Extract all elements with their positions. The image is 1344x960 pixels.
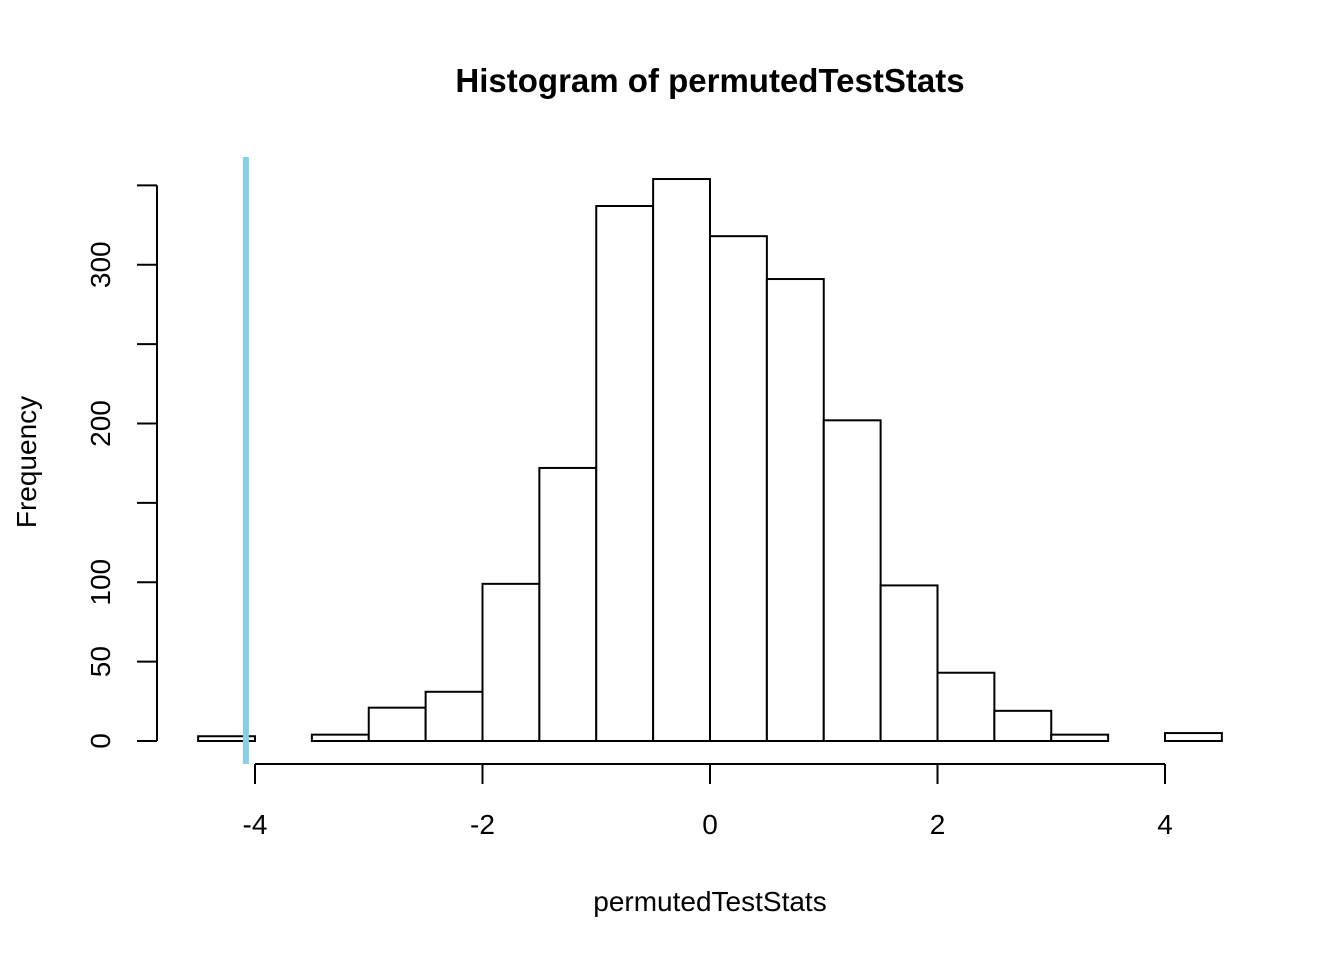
histogram-bar-4 [424,690,484,742]
histogram-bar-13 [936,671,996,742]
y-axis: 0 50 100 200 300 [85,184,158,749]
histogram-bars [197,178,1223,743]
histogram-bar-3 [367,706,427,742]
chart-title: Histogram of permutedTestStats [455,62,964,99]
y-tick-label-6: 300 [85,241,116,288]
x-tick-label-3: 2 [930,809,946,840]
y-tick-label-1: 50 [85,646,116,677]
histogram-bar-0 [197,735,256,742]
histogram-bar-2 [310,733,370,743]
y-axis-label: Frequency [11,396,42,528]
histogram-bar-15 [1050,733,1110,743]
histogram-bar-12 [879,584,939,742]
x-tick-label-2: 0 [702,809,718,840]
x-tick-label-4: 4 [1157,809,1173,840]
histogram-bar-6 [538,466,598,742]
histogram-bar-9 [709,235,768,743]
histogram-bar-7 [595,205,655,742]
histogram-bar-17 [1164,732,1223,742]
histogram-bar-8 [652,178,711,742]
y-tick-label-4: 200 [85,400,116,447]
histogram-bar-14 [993,709,1053,743]
x-axis-label: permutedTestStats [593,886,826,917]
x-tick-label-0: -4 [243,809,268,840]
x-tick-label-1: -2 [470,809,495,840]
y-tick-label-0: 0 [85,733,116,749]
histogram-bar-11 [822,419,882,742]
y-tick-label-2: 100 [85,559,116,606]
histogram-bar-5 [481,582,541,743]
histogram-bar-10 [765,278,825,742]
x-axis: -4 -2 0 2 4 [243,763,1173,840]
